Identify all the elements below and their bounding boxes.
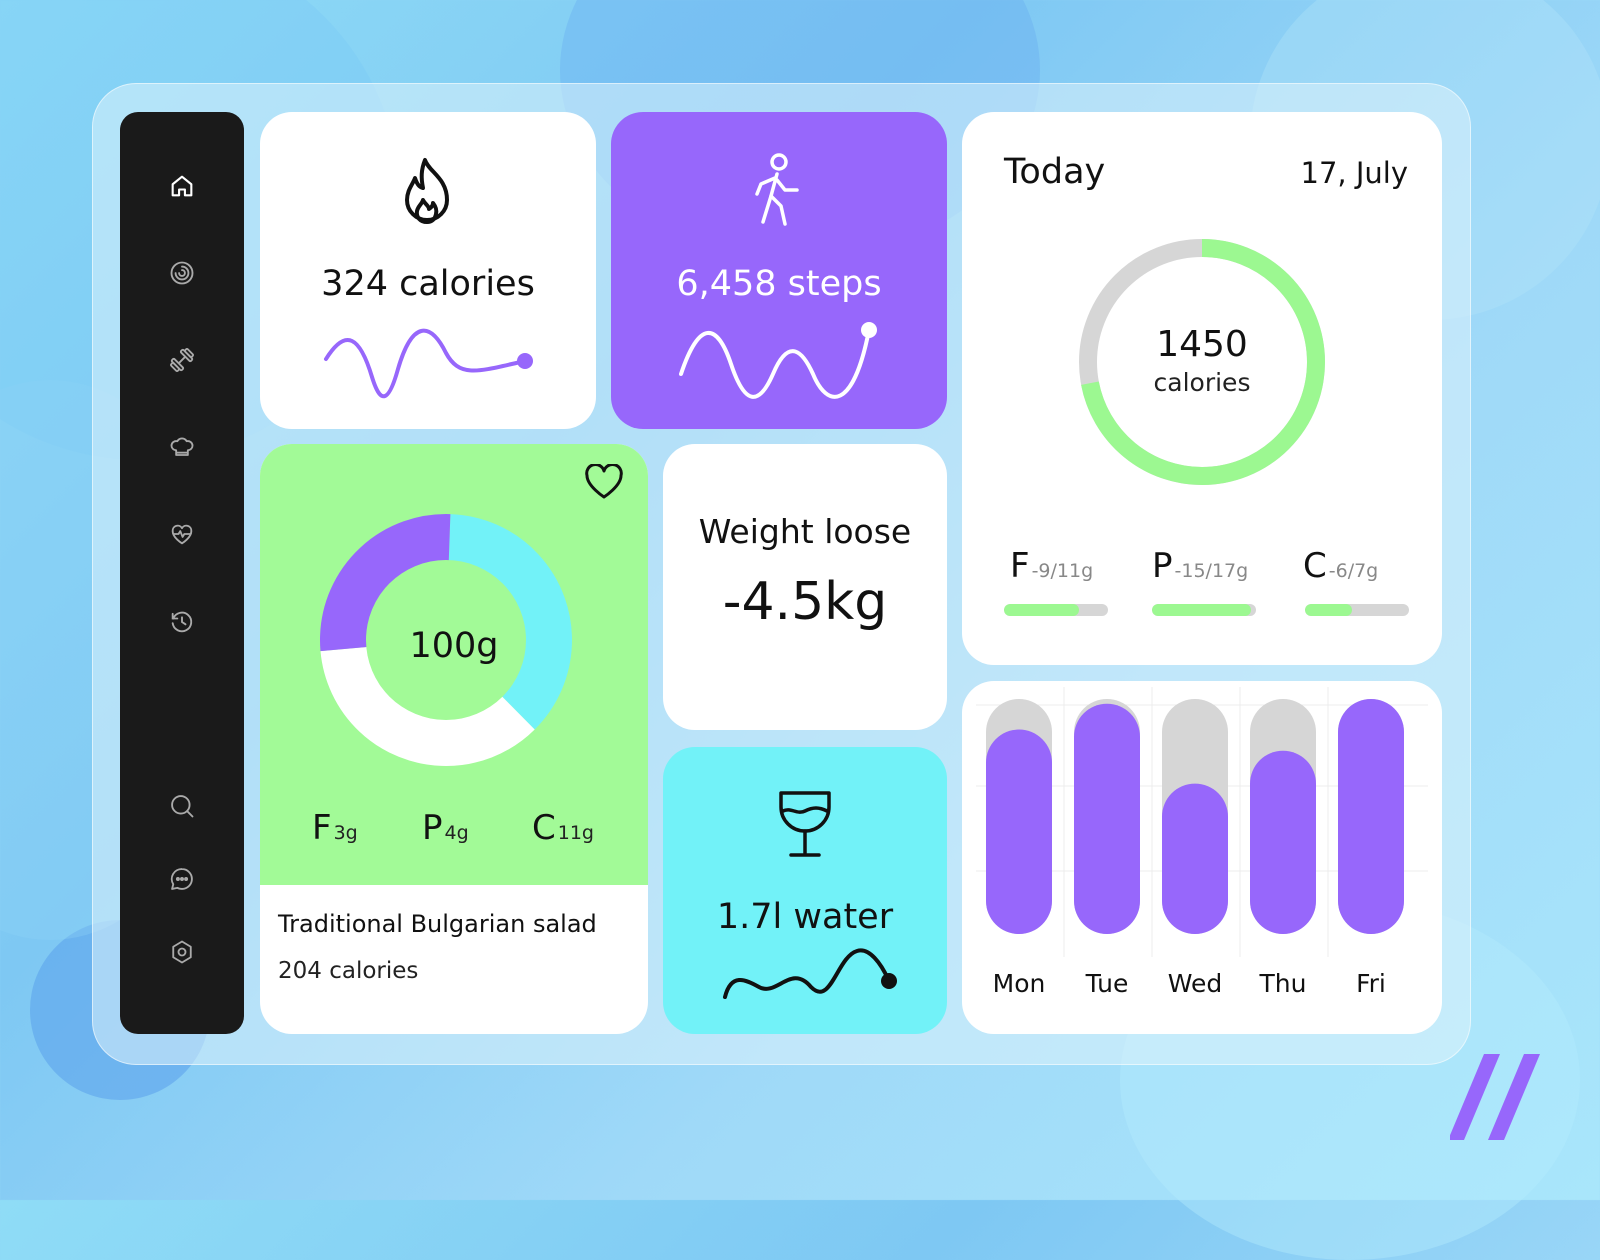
steps-card[interactable]: 6,458 steps [611, 112, 947, 429]
nav-health-button[interactable] [162, 514, 202, 554]
steps-value: 6,458 steps [676, 264, 882, 304]
nav-chat-button[interactable] [162, 859, 202, 899]
weight-label: Weight loose [698, 512, 912, 551]
water-trend-sparkline [723, 948, 897, 999]
nav-recipes-button[interactable] [162, 428, 202, 468]
flame-icon [405, 158, 449, 224]
calories-value: 324 calories [321, 264, 535, 304]
nav-activity-button[interactable] [162, 253, 202, 293]
meal-macro-fat: F 3g [312, 808, 358, 848]
fat-progress-bar [1004, 604, 1108, 616]
nav-home-button[interactable] [162, 166, 202, 206]
today-date: 17, July [1300, 156, 1409, 190]
meal-macro-carbs: C 11g [532, 808, 594, 848]
wine-glass-icon [779, 791, 831, 857]
home-icon [171, 175, 193, 197]
weekly-bar-chart [976, 687, 1428, 957]
day-label-tue: Tue [1085, 969, 1129, 998]
bar-wed[interactable] [1162, 783, 1228, 934]
today-macro-fat: F -9/11g [1010, 546, 1094, 586]
settings-icon [172, 940, 192, 964]
nav-workout-button[interactable] [162, 340, 202, 380]
sidebar-nav [120, 112, 244, 1034]
meal-card[interactable]: 100g F 3g P 4g C 11g Traditional Bulgarian … [260, 444, 648, 1034]
carbs-progress-bar [1305, 604, 1409, 616]
calorie-ring-chart [1079, 239, 1325, 485]
heart-icon[interactable] [584, 464, 624, 500]
history-icon [171, 611, 193, 633]
water-card[interactable]: 1.7l water [663, 747, 947, 1034]
search-icon [171, 795, 194, 818]
walking-person-icon [755, 153, 799, 226]
brand-slashes-icon [1450, 1054, 1540, 1140]
donut-segment-purple [320, 514, 572, 766]
meal-macro-protein: P 4g [422, 808, 469, 848]
donut-center-value: 100g [409, 626, 499, 666]
macro-donut-chart [320, 514, 572, 766]
bar-thu[interactable] [1250, 750, 1316, 934]
fat-progress-fill [1004, 604, 1079, 616]
day-label-wed: Wed [1167, 969, 1223, 998]
chef-hat-icon [170, 437, 194, 456]
today-title: Today [1004, 152, 1106, 192]
activity-ring-icon [170, 261, 194, 285]
water-value: 1.7l water [716, 897, 894, 937]
nav-settings-button[interactable] [162, 932, 202, 972]
day-label-thu: Thu [1259, 969, 1307, 998]
nav-history-button[interactable] [162, 602, 202, 642]
weight-value: -4.5kg [722, 572, 888, 632]
nav-search-button[interactable] [162, 786, 202, 826]
chat-icon [170, 868, 193, 890]
donut-segment-white [320, 514, 572, 766]
dumbbell-icon [170, 348, 194, 372]
bar-fri[interactable] [1338, 699, 1404, 934]
meal-calories: 204 calories [278, 958, 419, 984]
today-macro-carbs: C -6/7g [1303, 546, 1379, 586]
meal-name: Traditional Bulgarian salad [278, 910, 597, 938]
heart-pulse-icon [171, 524, 193, 545]
day-label-fri: Fri [1356, 969, 1386, 998]
today-macro-protein: P -15/17g [1152, 546, 1249, 586]
weekly-chart-card: Mon Tue Wed Thu Fri [962, 681, 1442, 1034]
day-label-mon: Mon [992, 969, 1046, 998]
calories-trend-sparkline [324, 328, 533, 399]
weight-loss-card[interactable]: Weight loose -4.5kg [663, 444, 947, 730]
donut-center [366, 560, 526, 720]
protein-progress-fill [1152, 604, 1251, 616]
carbs-progress-fill [1305, 604, 1352, 616]
protein-progress-bar [1152, 604, 1256, 616]
today-summary-card: Today 17, July 1450 calories F -9/11g P -1… [962, 112, 1442, 665]
ring-unit: calories [1153, 368, 1251, 397]
steps-trend-sparkline [679, 322, 877, 399]
calories-card[interactable]: 324 calories [260, 112, 596, 429]
bar-mon[interactable] [986, 729, 1052, 934]
bar-tue[interactable] [1074, 703, 1140, 934]
ring-value: 1450 [1156, 324, 1248, 365]
